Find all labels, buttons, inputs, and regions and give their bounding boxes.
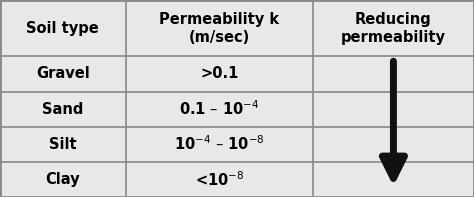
Text: 0.1 – 10$^{-4}$: 0.1 – 10$^{-4}$ bbox=[179, 100, 259, 118]
Text: Soil type: Soil type bbox=[27, 21, 99, 36]
Text: >0.1: >0.1 bbox=[200, 66, 238, 82]
Text: <10$^{-8}$: <10$^{-8}$ bbox=[195, 170, 244, 189]
Text: Clay: Clay bbox=[46, 172, 80, 187]
Text: Permeability k
(m/sec): Permeability k (m/sec) bbox=[159, 12, 279, 45]
Text: 10$^{-4}$ – 10$^{-8}$: 10$^{-4}$ – 10$^{-8}$ bbox=[174, 135, 264, 153]
Text: Gravel: Gravel bbox=[36, 66, 90, 82]
Text: Sand: Sand bbox=[42, 101, 83, 117]
Text: Silt: Silt bbox=[49, 137, 77, 152]
Text: Reducing
permeability: Reducing permeability bbox=[341, 12, 446, 45]
